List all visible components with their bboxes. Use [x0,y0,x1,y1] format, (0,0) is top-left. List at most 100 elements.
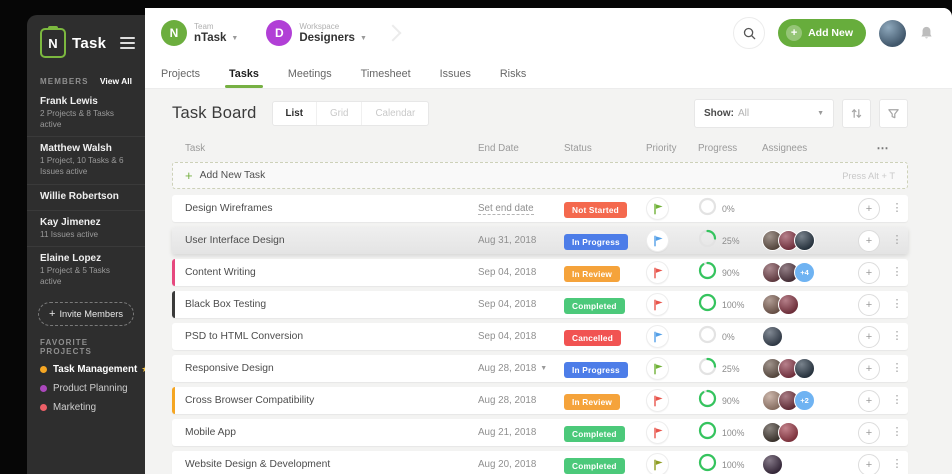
tab-meetings[interactable]: Meetings [287,68,332,80]
progress-ring[interactable] [698,261,717,285]
tab-timesheet[interactable]: Timesheet [360,68,411,80]
status-badge[interactable]: Completed [564,425,625,442]
progress-ring[interactable] [698,357,717,381]
add-assignee-button[interactable]: + [858,229,880,252]
member-item[interactable]: Willie Robertson [27,185,145,211]
priority-flag-icon[interactable] [646,197,669,220]
priority-flag-icon[interactable] [646,357,669,380]
status-badge[interactable]: Not Started [564,201,627,218]
add-assignee-button[interactable]: + [858,261,880,284]
row-menu-icon[interactable]: ⋮ [891,298,903,310]
end-date[interactable]: Sep 04, 2018 [478,331,564,342]
user-avatar[interactable] [879,19,906,47]
status-badge[interactable]: Completed [564,457,625,474]
hamburger-menu-icon[interactable] [120,37,135,49]
task-name[interactable]: Website Design & Development [185,459,331,470]
end-date[interactable]: Aug 31, 2018 [478,235,564,246]
assignee-avatar[interactable] [778,294,799,315]
task-row[interactable]: Responsive Design Aug 28, 2018 ▼ In Progres… [172,355,908,382]
end-date[interactable]: Set end date [478,203,564,215]
assignee-avatar[interactable] [794,358,815,379]
priority-flag-icon[interactable] [646,389,669,412]
task-name[interactable]: Mobile App [185,427,236,438]
task-name[interactable]: Responsive Design [185,363,274,374]
add-assignee-button[interactable]: + [858,389,880,412]
priority-flag-icon[interactable] [646,261,669,284]
row-menu-icon[interactable]: ⋮ [891,234,903,246]
workspace-selector[interactable]: D Workspace Designers ▼ [266,20,367,46]
task-name[interactable]: Design Wireframes [185,203,273,214]
view-calendar[interactable]: Calendar [361,102,428,125]
task-name[interactable]: User Interface Design [185,235,285,246]
assignee-avatar[interactable] [762,358,783,379]
progress-ring[interactable] [698,453,717,474]
row-menu-icon[interactable]: ⋮ [891,394,903,406]
table-more-icon[interactable]: ⋯ [876,141,890,155]
priority-flag-icon[interactable] [646,229,669,252]
sort-button[interactable] [842,99,871,128]
end-date[interactable]: Sep 04, 2018 [478,299,564,310]
row-menu-icon[interactable]: ⋮ [891,426,903,438]
task-row[interactable]: User Interface Design Aug 31, 2018 In Prog… [172,227,908,254]
status-badge[interactable]: In Review [564,393,621,410]
member-item[interactable]: Elaine Lopez 1 Project & 5 Tasks active [27,247,145,293]
show-filter-dropdown[interactable]: Show: All ▼ [694,99,834,128]
assignee-avatar[interactable] [778,358,799,379]
task-name[interactable]: Black Box Testing [185,299,267,310]
task-row[interactable]: PSD to HTML Conversion Sep 04, 2018 Cancel… [172,323,908,350]
assignee-avatar[interactable] [762,422,783,443]
end-date[interactable]: Aug 28, 2018 ▼ [478,363,564,374]
tab-tasks[interactable]: Tasks [225,68,263,88]
add-new-button[interactable]: + Add New [778,19,866,47]
status-badge[interactable]: In Progress [564,361,628,378]
status-badge[interactable]: Completed [564,297,625,314]
end-date[interactable]: Aug 21, 2018 [478,427,564,438]
team-selector[interactable]: N Team nTask ▼ [161,20,238,46]
end-date[interactable]: Aug 20, 2018 [478,459,564,470]
member-item[interactable]: Kay Jimenez 11 Issues active [27,211,145,248]
row-menu-icon[interactable]: ⋮ [891,362,903,374]
row-menu-icon[interactable]: ⋮ [891,266,903,278]
view-grid[interactable]: Grid [315,102,362,125]
assignee-avatar[interactable] [762,326,783,347]
end-date[interactable]: Sep 04, 2018 [478,267,564,278]
add-assignee-button[interactable]: + [858,293,880,316]
progress-ring[interactable] [698,325,717,349]
task-row[interactable]: Black Box Testing Sep 04, 2018 Completed 10… [172,291,908,318]
progress-ring[interactable] [698,421,717,445]
add-new-task-row[interactable]: + Add New Task Press Alt + T [172,162,908,189]
search-button[interactable] [733,17,766,49]
view-list[interactable]: List [285,108,303,119]
invite-members-button[interactable]: + Invite Members [38,301,134,326]
task-row[interactable]: Design Wireframes Set end date Not Started… [172,195,908,222]
tab-issues[interactable]: Issues [439,68,471,80]
add-assignee-button[interactable]: + [858,453,880,474]
assignee-overflow-badge[interactable]: +4 [794,262,815,283]
status-badge[interactable]: In Progress [564,233,628,250]
task-row[interactable]: Mobile App Aug 21, 2018 Completed 100% + ⋮ [172,419,908,446]
assignee-avatar[interactable] [762,390,783,411]
assignee-avatar[interactable] [762,294,783,315]
priority-flag-icon[interactable] [646,293,669,316]
assignee-avatar[interactable] [778,390,799,411]
assignee-avatar[interactable] [794,230,815,251]
member-item[interactable]: Frank Lewis 2 Projects & 8 Tasks active [27,90,145,138]
favorite-project-item[interactable]: Marketing [27,398,145,417]
row-menu-icon[interactable]: ⋮ [891,458,903,470]
priority-flag-icon[interactable] [646,453,669,474]
progress-ring[interactable] [698,197,717,221]
tab-projects[interactable]: Projects [161,68,201,80]
filter-button[interactable] [879,99,908,128]
add-assignee-button[interactable]: + [858,325,880,348]
add-assignee-button[interactable]: + [858,421,880,444]
notifications-button[interactable] [919,25,934,41]
task-row[interactable]: Cross Browser Compatibility Aug 28, 2018 I… [172,387,908,414]
favorite-project-item[interactable]: Product Planning [27,379,145,398]
add-assignee-button[interactable]: + [858,357,880,380]
task-name[interactable]: PSD to HTML Conversion [185,331,304,342]
status-badge[interactable]: Cancelled [564,329,621,346]
priority-flag-icon[interactable] [646,325,669,348]
member-item[interactable]: Matthew Walsh 1 Project, 10 Tasks & 6 Iss… [27,137,145,185]
assignee-avatar[interactable] [762,230,783,251]
task-name[interactable]: Content Writing [185,267,256,278]
